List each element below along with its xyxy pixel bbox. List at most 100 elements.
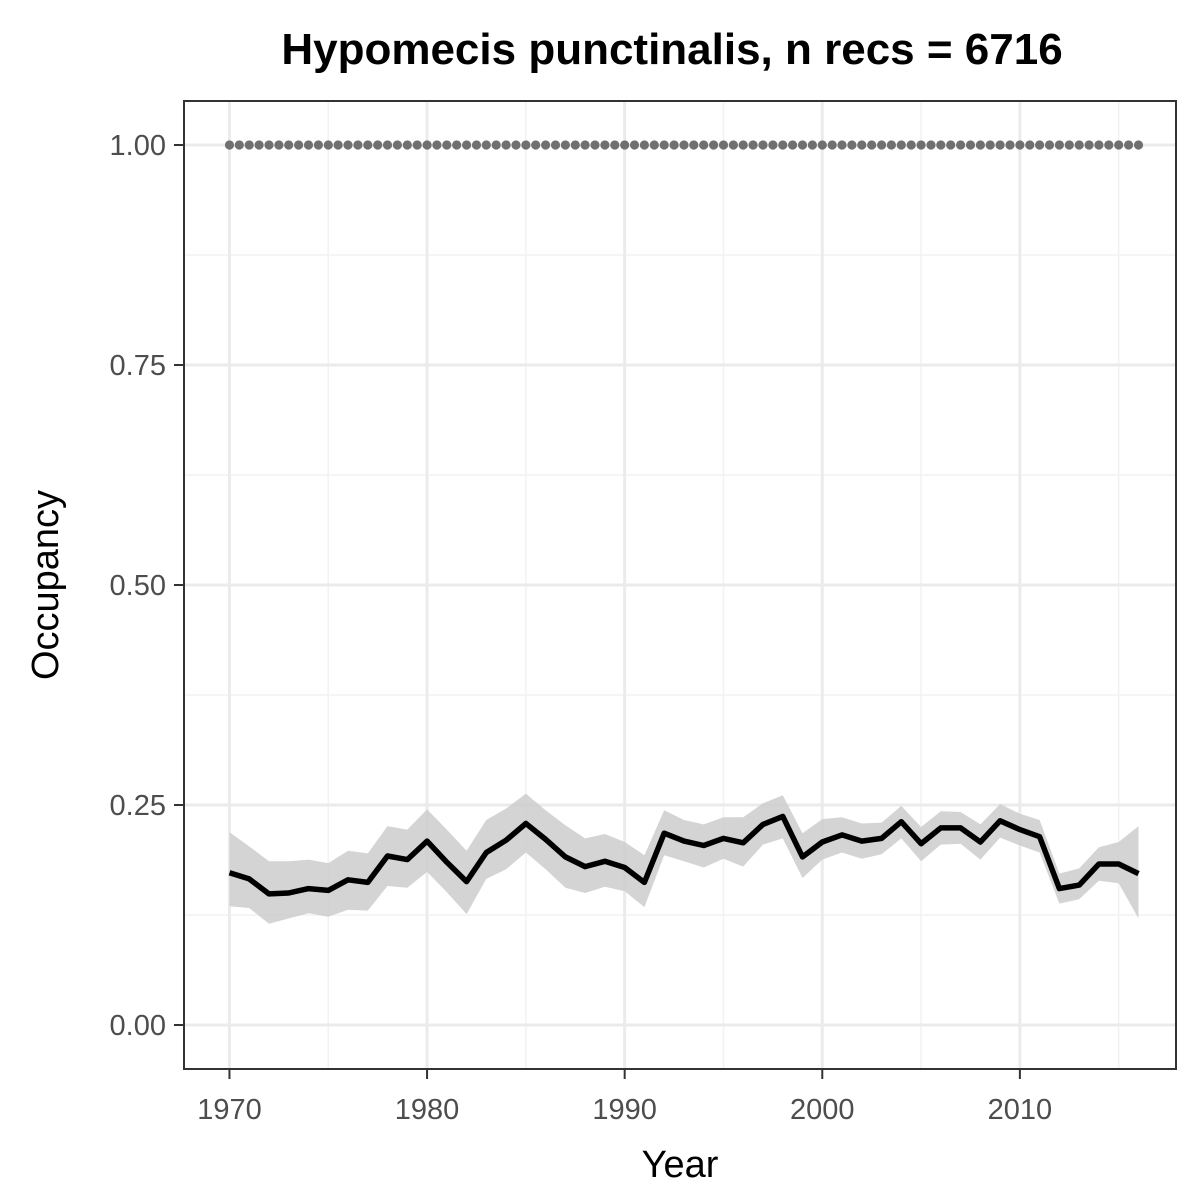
reference-point [373, 140, 383, 150]
reference-point [402, 140, 412, 150]
reference-point [422, 140, 432, 150]
reference-point [471, 140, 482, 150]
reference-point [511, 140, 521, 150]
reference-point [679, 140, 689, 150]
reference-point [728, 140, 739, 150]
reference-point [669, 140, 679, 150]
reference-point [689, 140, 699, 150]
reference-point [481, 140, 491, 150]
reference-point [274, 140, 284, 150]
reference-point [1035, 140, 1045, 150]
reference-point [1074, 140, 1084, 150]
reference-point [550, 140, 561, 150]
reference-point [412, 140, 422, 150]
reference-point [1025, 140, 1035, 150]
reference-point [432, 140, 442, 150]
reference-point [610, 140, 620, 150]
reference-point [965, 140, 976, 150]
reference-point [857, 140, 867, 150]
reference-point [956, 140, 966, 150]
reference-point [264, 140, 274, 150]
reference-point [580, 140, 590, 150]
reference-point [867, 140, 877, 150]
reference-point [590, 140, 600, 150]
reference-point [1044, 140, 1055, 150]
reference-point [333, 140, 343, 150]
reference-point [807, 140, 818, 150]
reference-point [541, 140, 551, 150]
reference-point [797, 140, 808, 150]
confidence-band [229, 793, 1139, 924]
reference-point [985, 140, 995, 150]
x-axis-title: Year [642, 1144, 719, 1186]
reference-point [659, 140, 669, 150]
reference-point [392, 140, 402, 150]
x-tick-label: 1980 [395, 1094, 460, 1126]
reference-point [738, 140, 748, 150]
reference-point [758, 140, 768, 150]
reference-point [442, 140, 452, 150]
reference-point [788, 140, 798, 150]
reference-point [827, 140, 837, 150]
y-tick-label: 1.00 [110, 130, 166, 162]
reference-point [1124, 140, 1134, 150]
reference-point [639, 140, 650, 150]
reference-point [778, 140, 788, 150]
x-axis: 1970 1980 1990 2000 2010 [197, 1069, 1052, 1126]
reference-point [531, 140, 541, 150]
reference-point [313, 140, 323, 150]
reference-point [501, 140, 511, 150]
y-axis-title: Occupancy [25, 490, 67, 680]
reference-point [1094, 140, 1104, 150]
reference-point [748, 140, 758, 150]
reference-point [906, 140, 916, 150]
reference-point [491, 140, 501, 150]
reference-point [936, 140, 946, 150]
reference-point [254, 140, 264, 150]
reference-point [521, 140, 531, 150]
reference-point [323, 140, 333, 150]
reference-point [926, 140, 936, 150]
x-tick-label: 2010 [988, 1094, 1053, 1126]
reference-point [294, 140, 304, 150]
reference-point [1104, 140, 1114, 150]
reference-point [353, 140, 363, 150]
reference-point [1005, 140, 1015, 150]
occupancy-series [228, 813, 1140, 897]
reference-point [234, 140, 244, 150]
reference-point [244, 140, 254, 150]
y-tick-label: 0.75 [110, 350, 166, 382]
reference-point [877, 140, 887, 150]
y-tick-label: 0.00 [110, 1010, 166, 1042]
reference-point [1015, 140, 1025, 150]
reference-point [946, 140, 956, 150]
reference-point [452, 140, 462, 150]
reference-point [629, 140, 640, 150]
reference-point [303, 140, 314, 150]
reference-point [343, 140, 353, 150]
reference-point [382, 140, 393, 150]
x-tick-label: 2000 [790, 1094, 855, 1126]
reference-point [847, 140, 857, 150]
reference-point [570, 140, 580, 150]
reference-point [916, 140, 926, 150]
occupancy-mean-line [228, 813, 1140, 897]
reference-point [886, 140, 897, 150]
y-tick-label: 0.25 [110, 790, 166, 822]
reference-point [837, 140, 847, 150]
reference-point [462, 140, 472, 150]
reference-point [284, 140, 294, 150]
reference-point [718, 140, 729, 150]
confidence-band-area [229, 793, 1139, 924]
reference-point [768, 140, 778, 150]
reference-series [224, 140, 1144, 150]
reference-point [649, 140, 659, 150]
reference-point [600, 140, 610, 150]
reference-point [1133, 140, 1144, 150]
reference-point [1084, 140, 1094, 150]
reference-point [620, 140, 630, 150]
reference-point [363, 140, 373, 150]
y-tick-label: 0.50 [110, 570, 166, 602]
